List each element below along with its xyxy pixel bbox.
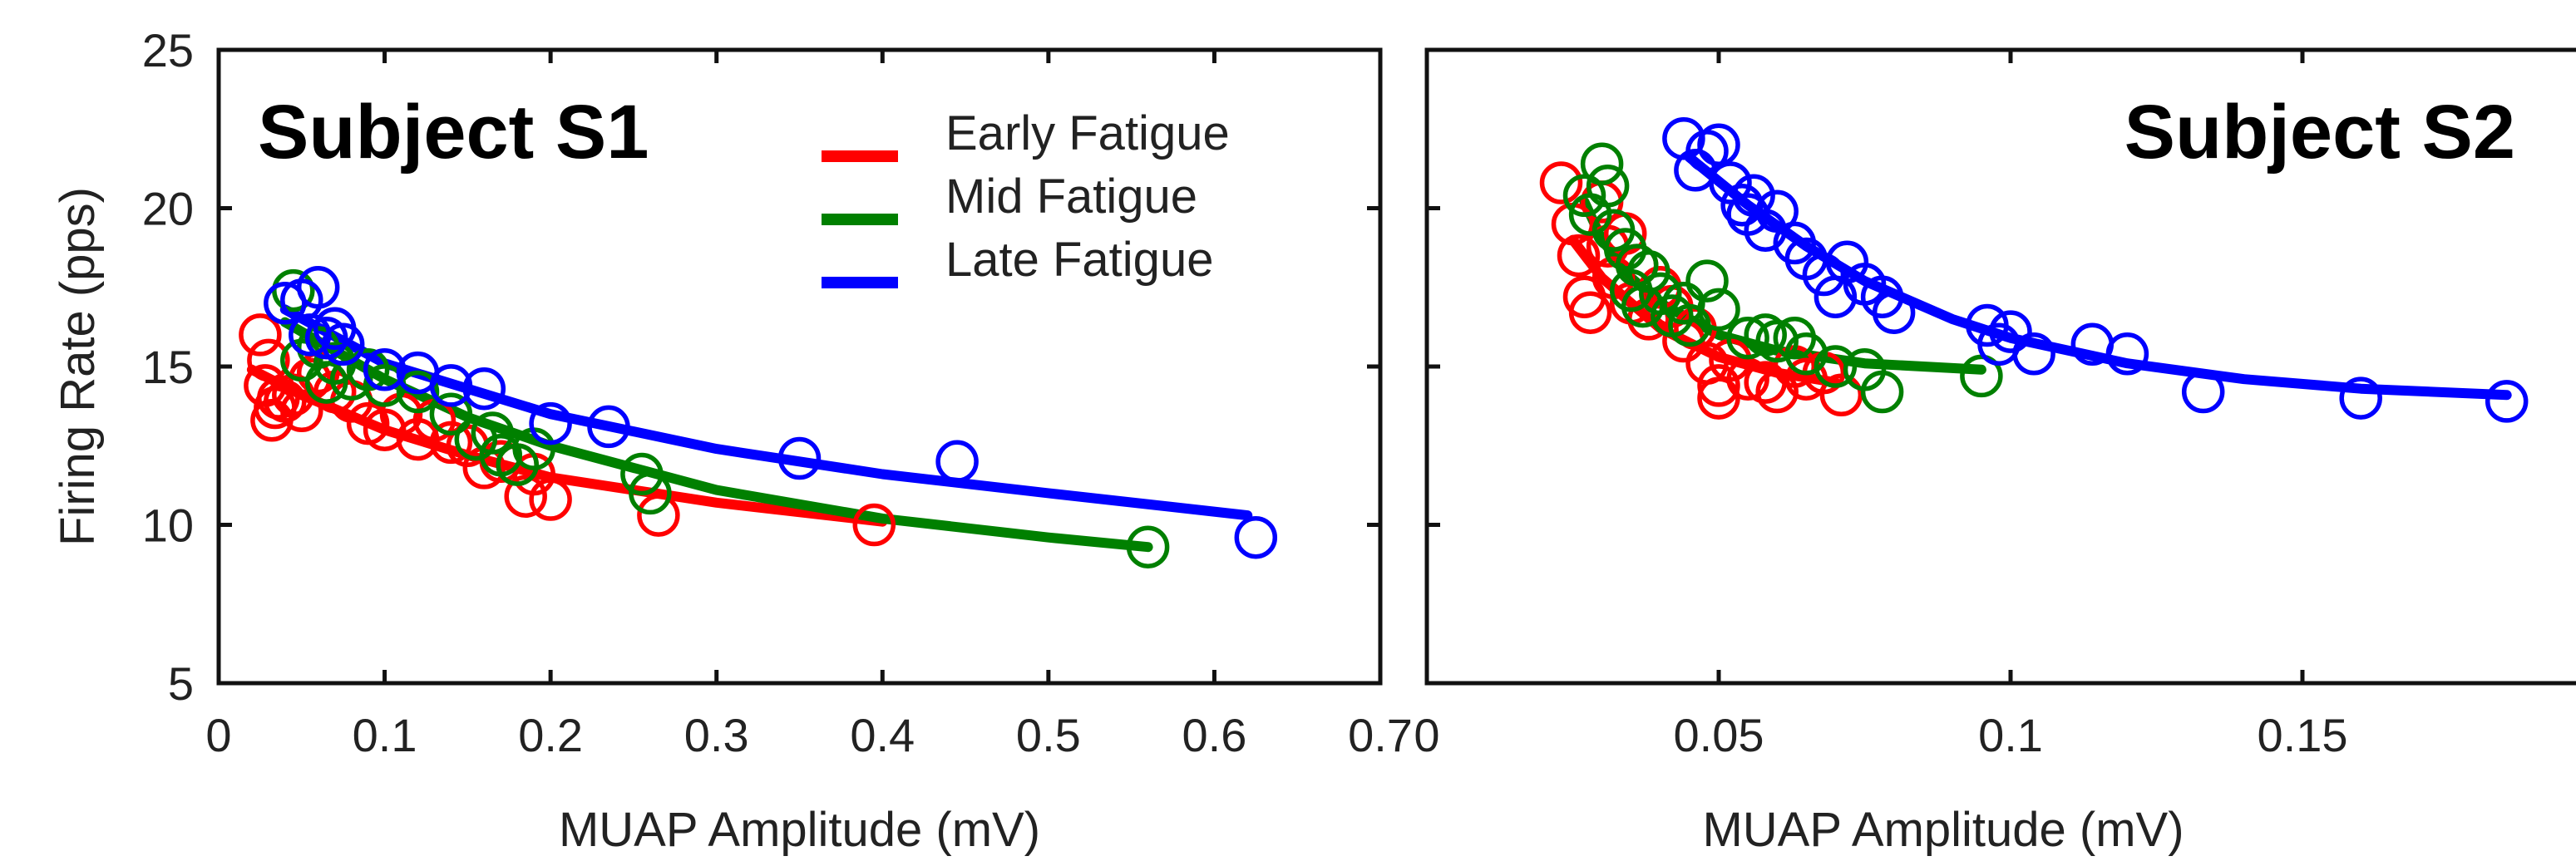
data-point-mid-fatigue — [1580, 142, 1624, 185]
y-tick-label: 20 — [142, 183, 194, 235]
data-point-mid-fatigue — [1784, 332, 1828, 376]
data-point-mid-fatigue — [1586, 165, 1630, 208]
data-point-early-fatigue — [529, 478, 572, 521]
data-point-early-fatigue — [1726, 357, 1769, 401]
y-axis-label: Firing Rate (pps) — [51, 187, 105, 546]
data-point-mid-fatigue — [1726, 316, 1769, 360]
data-point-late-fatigue — [2012, 332, 2055, 376]
data-point-late-fatigue — [529, 401, 572, 445]
data-point-mid-fatigue — [429, 392, 473, 435]
ticks-s1: 0 0.1 0.2 0.3 0.4 0.5 0.6 0.7 5 10 15 20 25 — [142, 24, 1413, 761]
data-point-early-fatigue — [852, 503, 896, 547]
series-layer-s2 — [1539, 116, 2529, 423]
legend: Early Fatigue Mid Fatigue Late Fatigue — [822, 106, 1230, 288]
data-point-late-fatigue — [429, 364, 473, 407]
data-point-late-fatigue — [1755, 189, 1799, 234]
data-point-mid-fatigue — [1755, 319, 1799, 363]
series-layer-s1 — [239, 266, 1278, 568]
data-point-early-fatigue — [1697, 376, 1740, 420]
data-point-early-fatigue — [429, 421, 473, 465]
data-point-late-fatigue — [1697, 123, 1740, 167]
data-point-late-fatigue — [1234, 515, 1278, 559]
data-point-mid-fatigue — [1860, 370, 1904, 414]
data-point-late-fatigue — [777, 436, 822, 480]
data-point-late-fatigue — [1802, 253, 1846, 297]
x-tick-label: 0.5 — [1016, 709, 1081, 761]
data-point-mid-fatigue — [1685, 259, 1729, 303]
data-point-late-fatigue — [296, 266, 340, 309]
data-point-early-fatigue — [504, 475, 547, 518]
legend-label-mid-fatigue: Mid Fatigue — [945, 170, 1197, 224]
data-point-mid-fatigue — [1126, 525, 1170, 568]
y-tick-label: 10 — [142, 499, 194, 552]
chart-title-s1: Subject S1 — [258, 90, 649, 175]
y-tick-label: 5 — [168, 657, 194, 710]
data-point-early-fatigue — [1697, 364, 1740, 407]
fit-line-late-fatigue — [1684, 152, 2512, 401]
data-point-mid-fatigue — [1627, 249, 1670, 293]
data-point-late-fatigue — [935, 440, 979, 484]
data-point-late-fatigue — [1989, 310, 2032, 353]
data-point-early-fatigue — [1568, 291, 1612, 334]
x-tick-label: 0.1 — [353, 709, 417, 761]
fit-line-late-fatigue — [279, 304, 1253, 521]
y-tick-label: 25 — [142, 24, 194, 76]
data-point-mid-fatigue — [1960, 354, 2003, 398]
legend-label-late-fatigue: Late Fatigue — [945, 233, 1213, 287]
data-point-early-fatigue — [637, 494, 680, 537]
data-point-mid-fatigue — [471, 411, 515, 455]
data-point-mid-fatigue — [272, 268, 315, 312]
data-point-mid-fatigue — [396, 370, 440, 414]
data-point-late-fatigue — [1872, 291, 1916, 334]
data-point-early-fatigue — [289, 357, 332, 401]
data-point-early-fatigue — [280, 389, 323, 433]
x-tick-label: 0 — [205, 709, 231, 761]
data-point-mid-fatigue — [1562, 174, 1606, 218]
x-axis-label-s2: MUAP Amplitude (mV) — [1702, 803, 2184, 857]
x-tick-label: 0.6 — [1182, 709, 1246, 761]
x-tick-label: 0.1 — [1978, 709, 2043, 761]
data-point-late-fatigue — [2339, 376, 2382, 420]
data-point-early-fatigue — [1819, 373, 1863, 417]
y-tick-label: 15 — [142, 341, 194, 393]
panel-subject-s1: 0 0.1 0.2 0.3 0.4 0.5 0.6 0.7 5 10 15 20 25 Subject … — [51, 24, 1413, 857]
panel-subject-s2: 0 0.05 0.1 0.15 Subject S2 MUAP Amplitude (… — [1414, 47, 2576, 857]
data-point-mid-fatigue — [1697, 288, 1740, 332]
data-point-late-fatigue — [2105, 332, 2149, 376]
data-point-early-fatigue — [1557, 234, 1601, 278]
data-point-early-fatigue — [239, 313, 282, 357]
x-tick-label: 0.2 — [518, 709, 583, 761]
data-point-late-fatigue — [462, 367, 506, 411]
data-point-mid-fatigue — [1814, 345, 1858, 388]
chart-title-s2: Subject S2 — [2124, 90, 2515, 175]
data-point-late-fatigue — [2181, 370, 2225, 414]
ticks-s2: 0 0.05 0.1 0.15 — [1414, 47, 2348, 761]
data-point-early-fatigue — [1784, 357, 1828, 401]
x-axis-label-s1: MUAP Amplitude (mV) — [559, 803, 1040, 857]
x-tick-label: 0.15 — [2258, 709, 2348, 761]
x-tick-label: 0.05 — [1674, 709, 1764, 761]
x-tick-label: 0.4 — [850, 709, 915, 761]
data-point-late-fatigue — [363, 348, 407, 391]
data-point-late-fatigue — [587, 405, 630, 449]
data-point-mid-fatigue — [620, 452, 664, 496]
data-point-early-fatigue — [1539, 161, 1583, 204]
data-point-mid-fatigue — [1639, 272, 1682, 316]
x-tick-label: 0.7 — [1348, 709, 1413, 761]
data-point-mid-fatigue — [629, 471, 672, 515]
x-tick-label: 0 — [1414, 709, 1439, 761]
data-point-mid-fatigue — [304, 361, 348, 404]
data-point-late-fatigue — [321, 322, 365, 367]
data-point-late-fatigue — [1709, 161, 1752, 204]
legend-label-early-fatigue: Early Fatigue — [945, 106, 1230, 160]
data-point-late-fatigue — [2485, 380, 2529, 423]
x-tick-label: 0.3 — [684, 709, 749, 761]
